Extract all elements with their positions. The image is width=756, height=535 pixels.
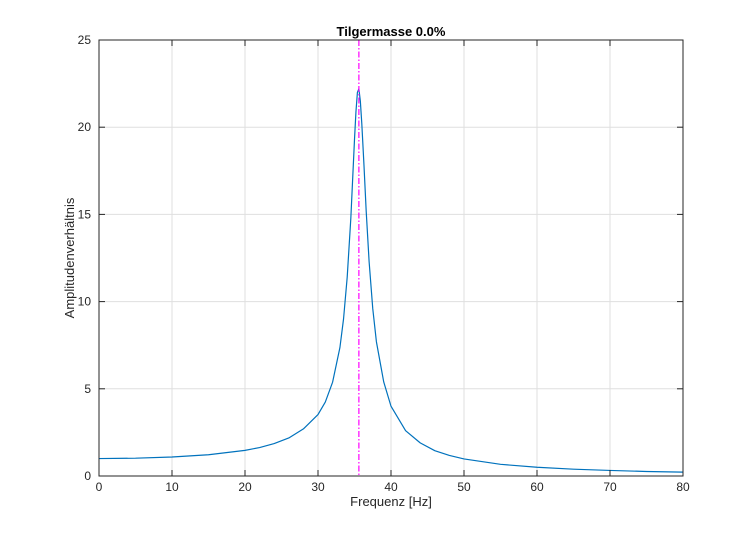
- x-tick-label: 60: [530, 480, 544, 494]
- y-tick-label: 25: [78, 33, 92, 47]
- x-tick-label: 30: [311, 480, 325, 494]
- chart-title: Tilgermasse 0.0%: [337, 24, 446, 39]
- series-line: [98, 88, 684, 473]
- x-axis-label: Frequenz [Hz]: [350, 494, 432, 509]
- x-tick-label: 0: [96, 480, 103, 494]
- y-tick-label: 0: [84, 469, 91, 483]
- x-tick-label: 80: [676, 480, 690, 494]
- series-layer: [98, 88, 684, 473]
- y-tick-label: 15: [78, 207, 92, 221]
- y-tick-label: 10: [78, 295, 92, 309]
- x-tick-label: 50: [457, 480, 471, 494]
- ticks: 0 10 20 30 40 50 60 70 80 0 5 10 15 20 25: [78, 33, 690, 494]
- x-tick-label: 40: [384, 480, 398, 494]
- x-tick-label: 70: [603, 480, 617, 494]
- y-tick-label: 5: [84, 382, 91, 396]
- y-tick-label: 20: [78, 120, 92, 134]
- grid: [99, 40, 683, 476]
- x-tick-label: 20: [238, 480, 252, 494]
- x-tick-label: 10: [165, 480, 179, 494]
- y-axis-label: Amplitudenverhältnis: [62, 197, 77, 318]
